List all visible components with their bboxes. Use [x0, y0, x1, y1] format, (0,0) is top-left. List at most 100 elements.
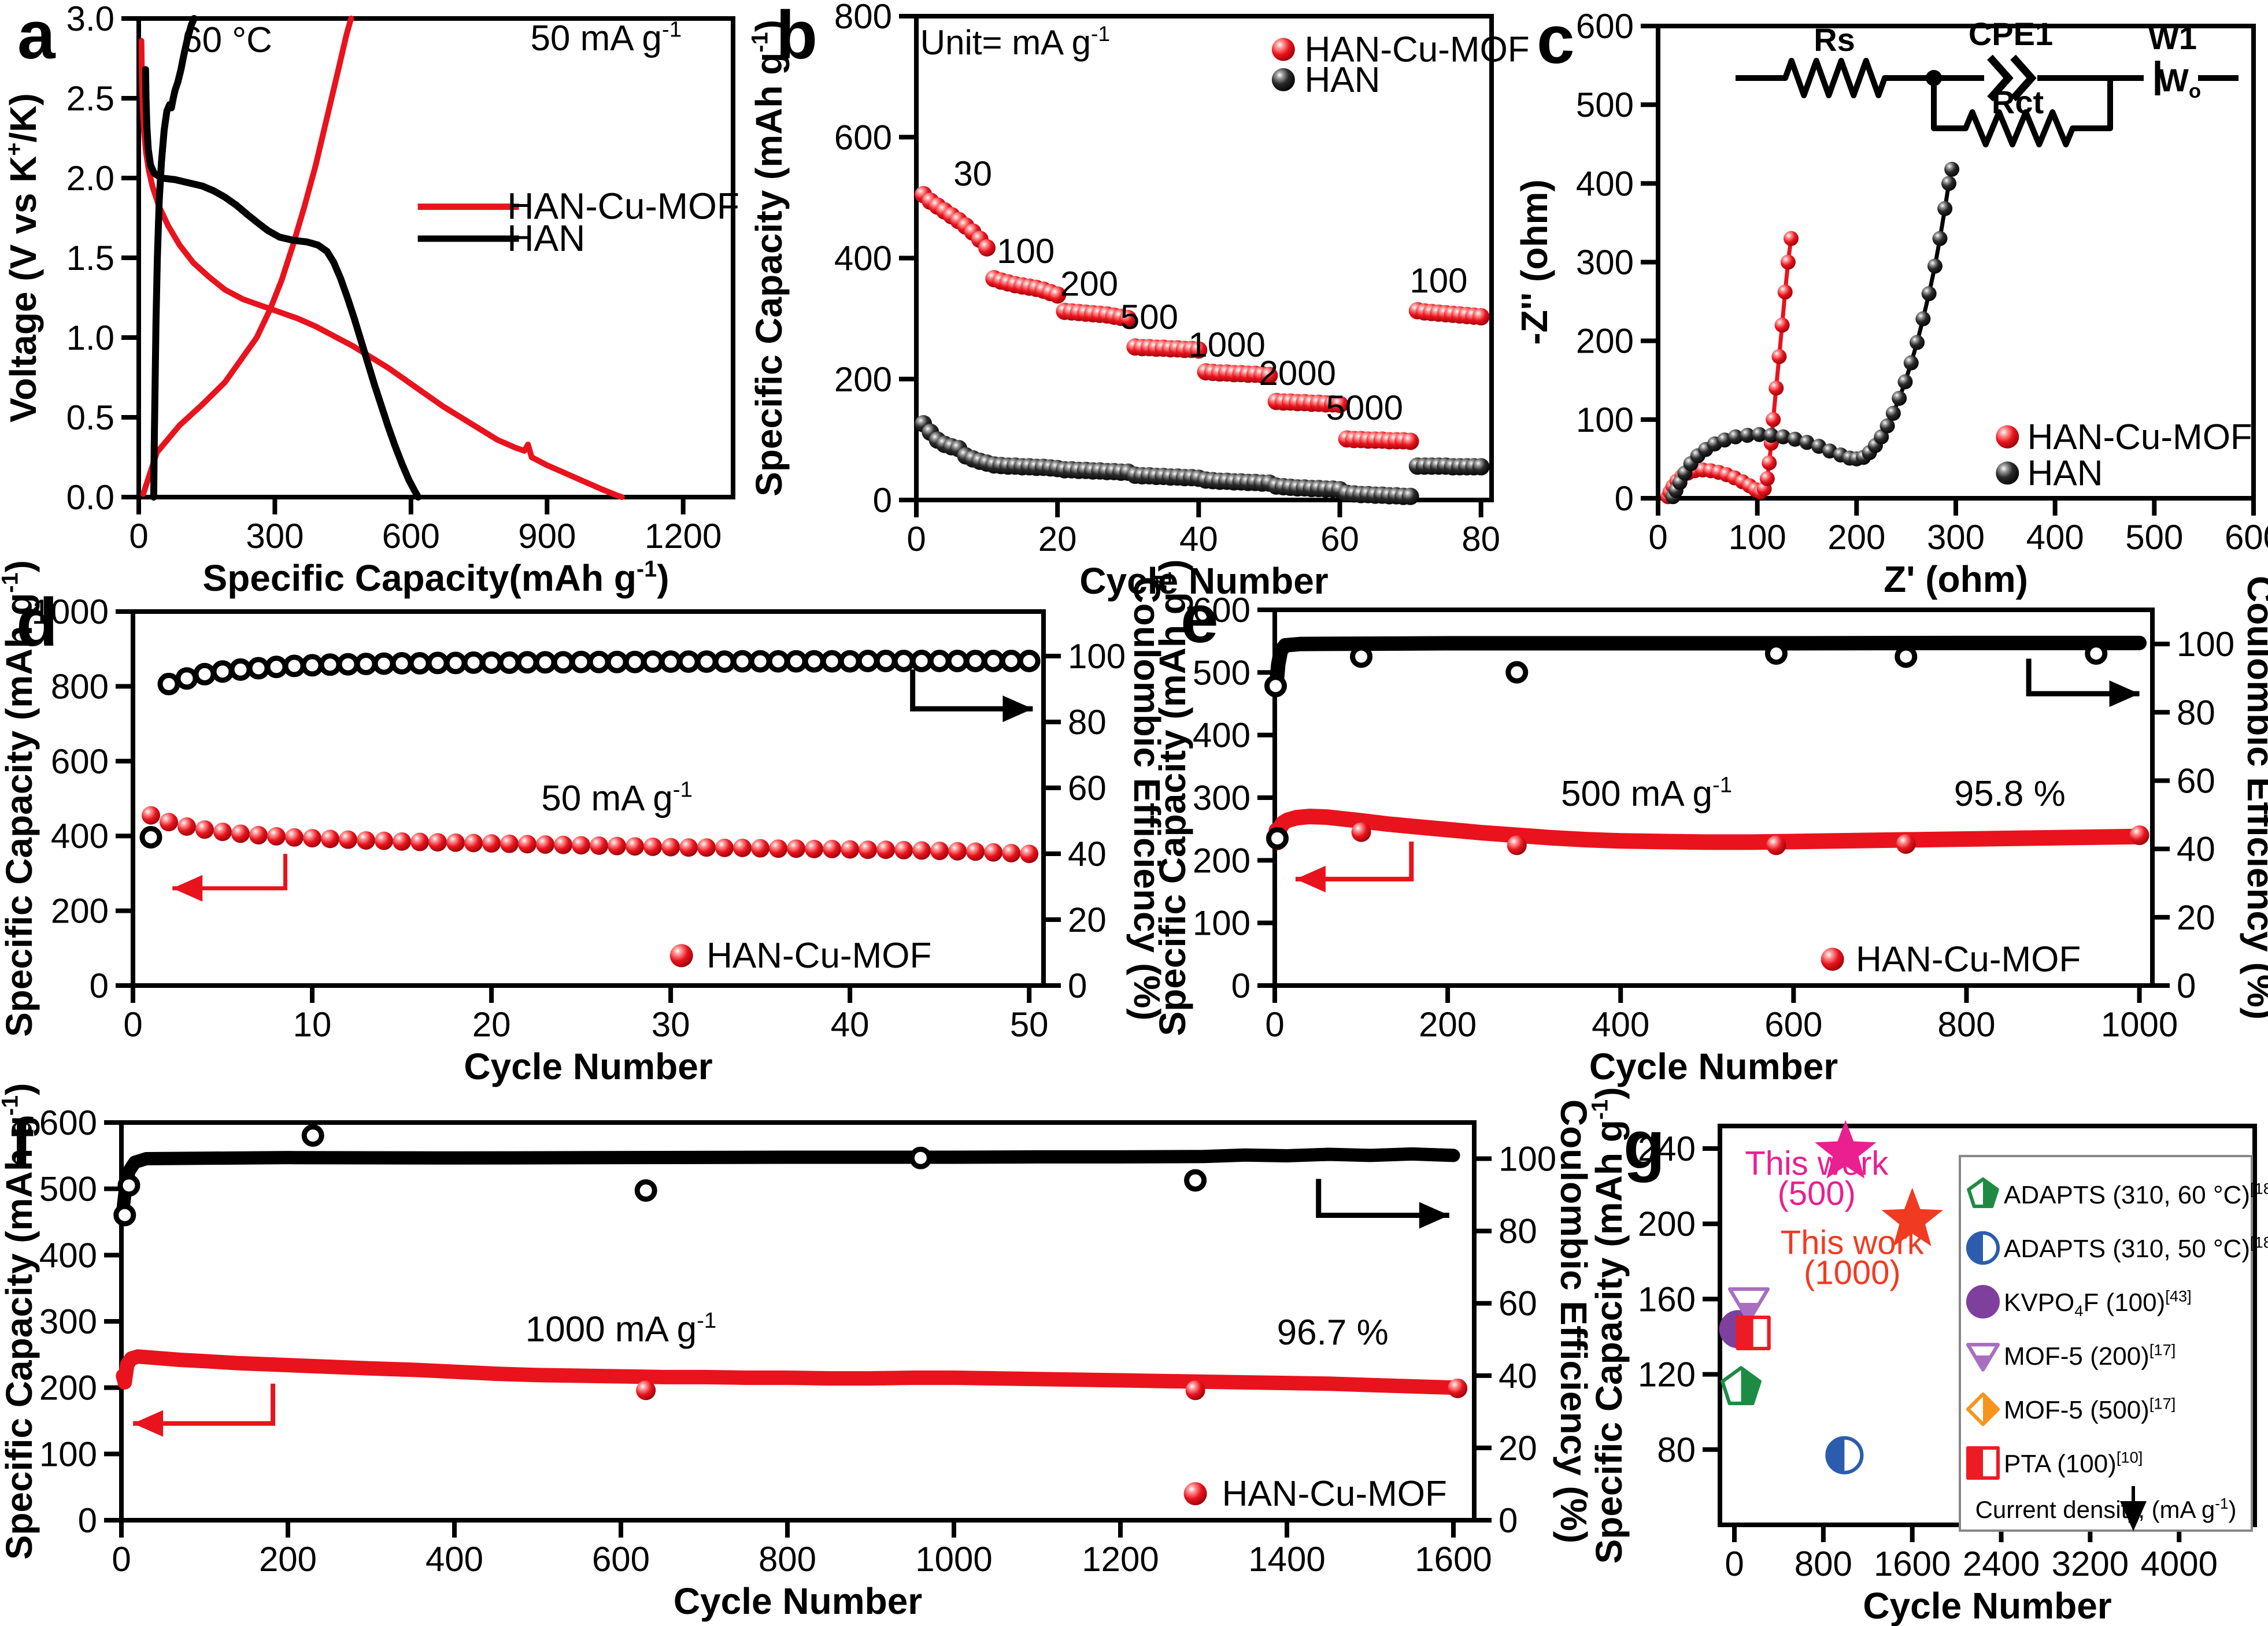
x-tick-label: 400: [426, 1540, 483, 1579]
y-tick-label: 600: [834, 118, 892, 157]
x-axis-title: Cycle Number: [1863, 1585, 2111, 1626]
pointer-arrow: [2026, 658, 2140, 708]
circuit-label-cpe1: CPE1: [1969, 16, 2053, 52]
x-tick-label: 3200: [2052, 1544, 2129, 1583]
annotation: 5000: [1326, 388, 1403, 427]
legend-label: HAN: [507, 217, 585, 259]
legend-label: HAN-Cu-MOF: [706, 936, 931, 976]
x-tick-label: 20: [1038, 520, 1077, 558]
x-tick-label: 200: [1419, 1005, 1477, 1044]
series-han-discharge: [142, 66, 422, 501]
y-tick-label: 600: [51, 742, 109, 781]
y2-tick-label: 0: [2177, 966, 2196, 1005]
arrowhead: [1002, 695, 1033, 723]
y2-tick-label: 20: [1499, 1429, 1537, 1468]
x-tick-label: 1000: [2101, 1005, 2178, 1044]
x-tick-label: 800: [759, 1540, 816, 1579]
y-tick-label: 800: [51, 667, 109, 706]
series-ce-band: [1269, 635, 2147, 692]
comparison-legend-label: ADAPTS (310, 50 °C)[18]: [2004, 1233, 2268, 1263]
y-tick-label: 500: [1576, 86, 1634, 124]
plot-frame: [1656, 24, 2256, 501]
y-tick-label: 2.5: [66, 79, 114, 118]
panel-c-eis-nyquist: c 0 100 200 300 400 500 600 Z' (ohm) 0 100 200 300 4…: [1509, 0, 2268, 600]
y-tick-label: 600: [1193, 591, 1250, 629]
y-tick-label: 400: [51, 817, 109, 855]
plot-frame: [914, 14, 1494, 502]
legend-sphere-sample: [669, 944, 693, 968]
x-tick-label: 40: [1179, 520, 1218, 558]
x-tick-label: 1400: [1248, 1540, 1325, 1579]
legend-label: HAN-Cu-MOF: [1222, 1474, 1447, 1514]
y-tick-label: 200: [1576, 322, 1634, 361]
y-axis-title: Specific Capacity (mAh g-1): [1588, 1087, 1630, 1564]
plot-frame: [1272, 608, 2155, 988]
series-han-cu-mof-rate: [915, 186, 1490, 450]
plot-frame: [136, 16, 735, 499]
y-tick-label: 80: [1657, 1431, 1696, 1469]
series-capacity-outliers: [1267, 822, 2149, 855]
comparison-legend: ADAPTS (310, 60 °C)[18] ADAPTS (310, 50 °…: [1959, 1155, 2268, 1532]
marker-adapts-50c: [1825, 1436, 1864, 1475]
y2-tick-label: 20: [2177, 898, 2215, 937]
x-axis-title: Z' (ohm): [1884, 558, 2028, 600]
y2-tick-label: 60: [1068, 769, 1107, 808]
y2-axis-title: Coulombic Efficiency (%): [1553, 1099, 1594, 1543]
x-axis-title: Specific Capacity(mAh g-1): [203, 557, 669, 599]
legend-sphere-sample: [1183, 1482, 1207, 1506]
x-tick-label: 1600: [1874, 1544, 1951, 1583]
annotation: 1000 mA g-1: [526, 1308, 717, 1350]
x-axis: 0 200 400 600 800 1000 1200 1400 1600 Cycle Numbe…: [112, 1522, 1492, 1622]
y-axis-title: Specific Capacity (mAh g-1): [748, 20, 790, 497]
annotation: 500: [1120, 298, 1178, 336]
plot-frame: [131, 609, 1046, 988]
arrowhead: [1419, 1202, 1449, 1229]
annotation: (1000): [1804, 1254, 1901, 1291]
annotation: (500): [1778, 1175, 1856, 1213]
pointer-arrow: [172, 854, 288, 902]
arrowhead: [2109, 680, 2140, 708]
x-tick-label: 0: [1648, 518, 1667, 557]
y-tick-label: 0.0: [66, 478, 114, 517]
y2-tick-label: 60: [2177, 761, 2215, 800]
y-tick-label: 1000: [32, 592, 109, 631]
y2-tick-label: 40: [1068, 835, 1107, 873]
legend-label: HAN-Cu-MOF: [1856, 940, 2081, 980]
y-axis-title: Voltage (V vs K+/K): [2, 93, 44, 423]
panel-letter-c: c: [1537, 2, 1575, 78]
pointer-arrow: [910, 669, 1033, 723]
legend-label: HAN-Cu-MOF: [2027, 417, 2252, 457]
annotation: 95.8 %: [1954, 774, 2066, 814]
series-ce-outliers: [1264, 642, 2108, 850]
x-tick-label: 60: [1320, 520, 1359, 558]
x-axis: 0 10 20 30 40 50 Cycle Number: [123, 987, 1049, 1087]
marker-mof5-200: [1728, 1287, 1770, 1323]
series-capacity-band: [116, 1349, 1461, 1395]
x-tick-label: 600: [382, 517, 440, 555]
panel-d-cycling-50: d 0 10 20 30 40 50 Cycle Number 0 200 400 600 800 10…: [0, 560, 1168, 1087]
y2-tick-label: 0: [1499, 1501, 1518, 1540]
x-axis: 0 800 1600 2400 3200 4000 Cycle Number: [1725, 1527, 2218, 1626]
y-tick-label: 3.0: [66, 0, 114, 38]
y-tick-label: 600: [39, 1103, 97, 1142]
annotation: 200: [1060, 264, 1118, 303]
y-tick-label: 2.0: [66, 159, 114, 198]
y-tick-label: 300: [1193, 779, 1250, 817]
legend-sphere-sample: [1996, 461, 2019, 485]
arrowhead: [1295, 865, 1326, 892]
x-axis-title: Cycle Number: [674, 1580, 922, 1622]
legend: HAN-Cu-MOF: [669, 936, 931, 976]
y2-tick-label: 100: [2177, 625, 2234, 664]
y-tick-label: 0: [78, 1501, 97, 1540]
y2-tick-label: 80: [2177, 693, 2215, 732]
series-ce-outliers: [113, 1124, 1207, 1227]
annotation: 500 mA g-1: [1561, 773, 1732, 814]
annotation: 30: [953, 154, 992, 193]
